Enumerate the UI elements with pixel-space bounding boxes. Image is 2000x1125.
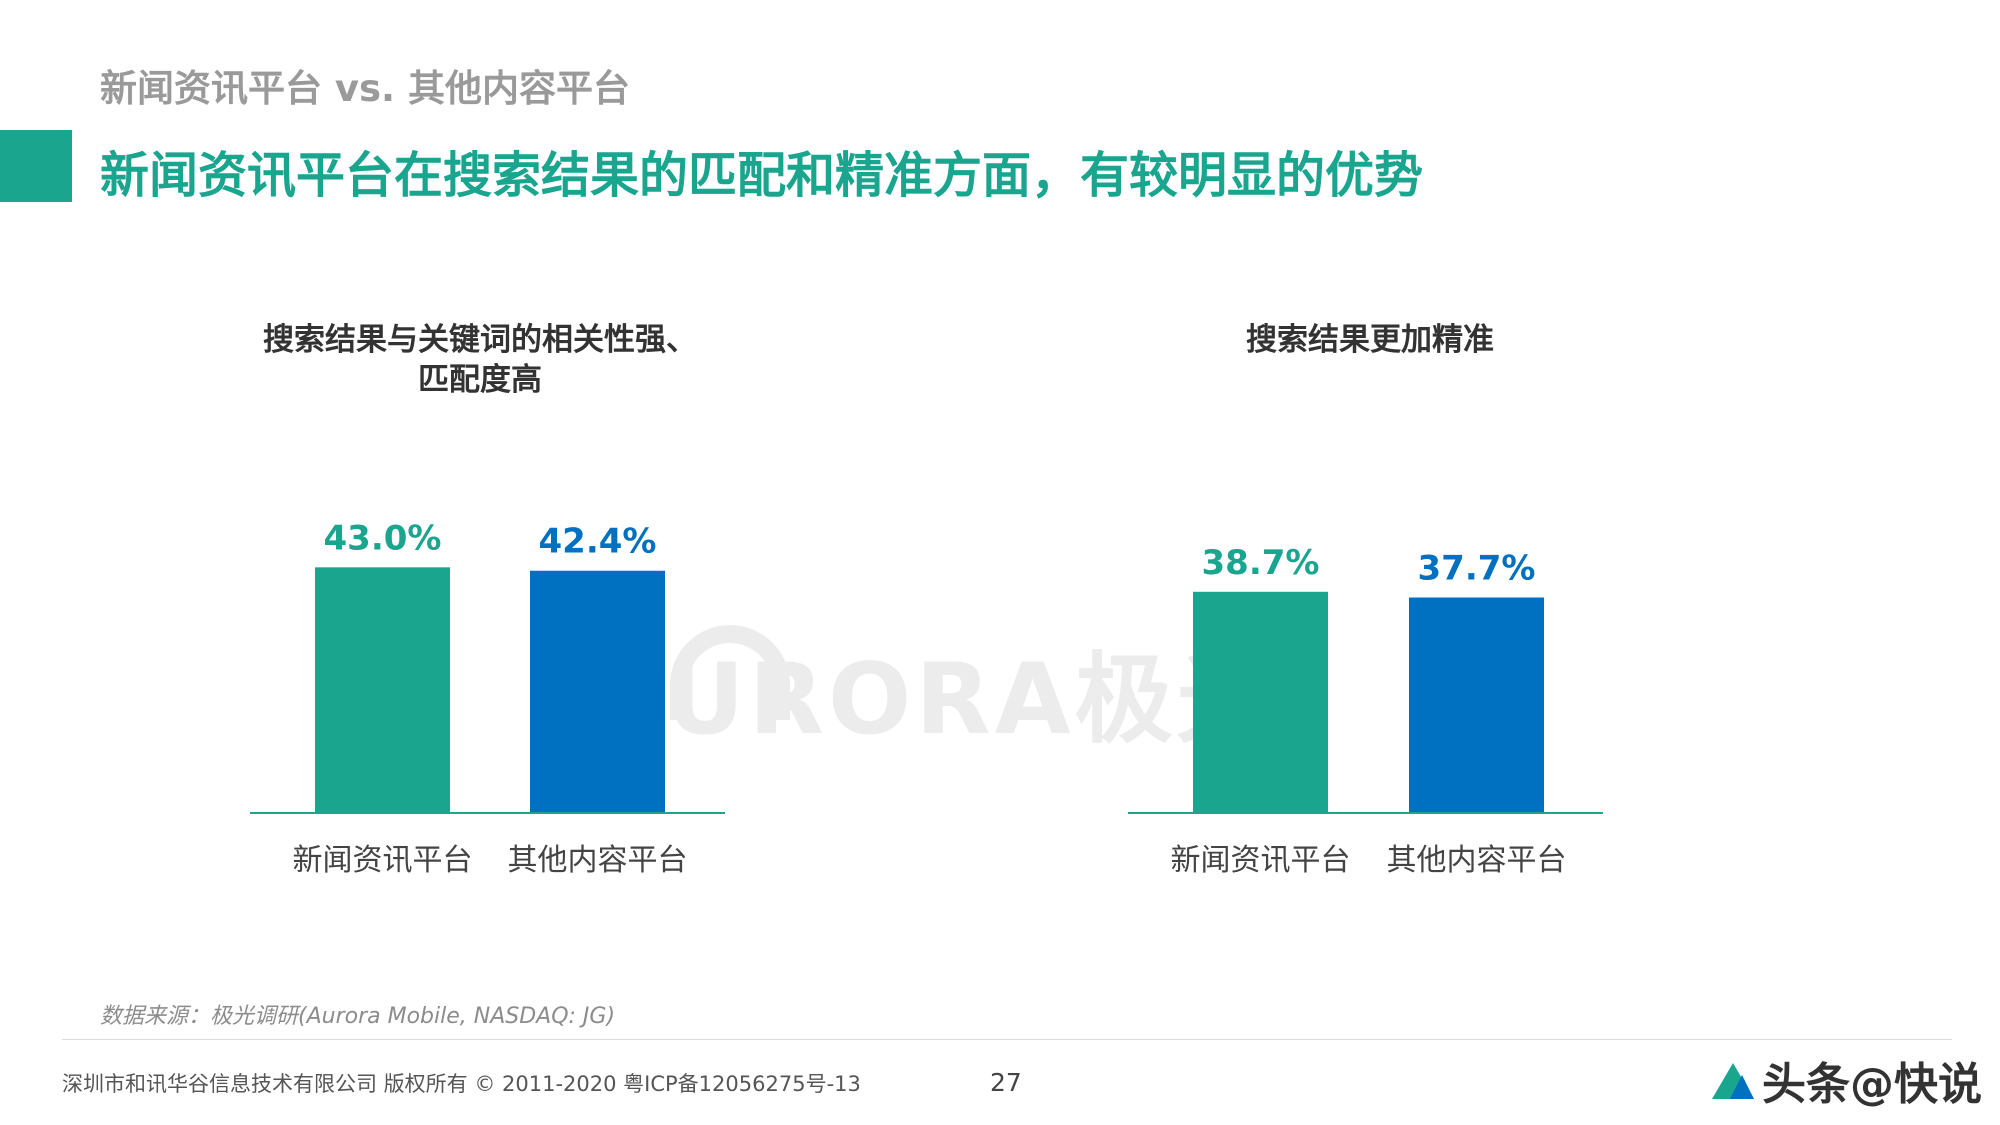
chart-1-bar-1	[315, 567, 450, 812]
chart-1-title-line-1: 搜索结果与关键词的相关性强、	[263, 322, 697, 358]
chart-2-bar-1	[1193, 591, 1328, 812]
chart-2-title-line-1: 搜索结果更加精准	[1246, 322, 1494, 358]
chart-2-category-label-1: 新闻资讯平台	[1171, 843, 1351, 878]
chart-1-title: 搜索结果与关键词的相关性强、 匹配度高	[250, 320, 710, 400]
chart-2-category-label-2: 其他内容平台	[1387, 843, 1567, 878]
footer-copyright: 深圳市和讯华谷信息技术有限公司 版权所有 © 2011-2020 粤ICP备12…	[62, 1072, 861, 1096]
watermark-text: URORA极光	[665, 643, 1279, 757]
title-accent-bar	[0, 130, 72, 202]
brand-logo-icon	[1712, 1059, 1754, 1101]
chart-1-value-label-1: 43.0%	[324, 518, 442, 558]
chart-1-bar-2	[530, 570, 665, 812]
chart-2-title: 搜索结果更加精准	[1140, 320, 1600, 360]
chart-1-title-line-2: 匹配度高	[418, 362, 542, 398]
page-number: 27	[990, 1068, 1022, 1097]
brand-text: 头条@快说	[1762, 1059, 1982, 1110]
brand-watermark: 头条@快说	[1712, 1048, 1982, 1112]
page-subtitle: 新闻资讯平台 vs. 其他内容平台	[100, 67, 630, 110]
data-source-note: 数据来源：极光调研(Aurora Mobile, NASDAQ: JG)	[100, 1004, 616, 1029]
chart-1-value-label-2: 42.4%	[539, 522, 657, 562]
chart-2-value-label-1: 38.7%	[1202, 543, 1320, 583]
page-headline: 新闻资讯平台在搜索结果的匹配和精准方面，有较明显的优势	[100, 147, 1424, 204]
footer-divider	[62, 1039, 1952, 1040]
chart-2-bar-2	[1409, 597, 1544, 812]
chart-2-value-label-2: 37.7%	[1418, 548, 1536, 588]
chart-1-category-label-2: 其他内容平台	[508, 843, 688, 878]
chart-1-category-label-1: 新闻资讯平台	[293, 843, 473, 878]
